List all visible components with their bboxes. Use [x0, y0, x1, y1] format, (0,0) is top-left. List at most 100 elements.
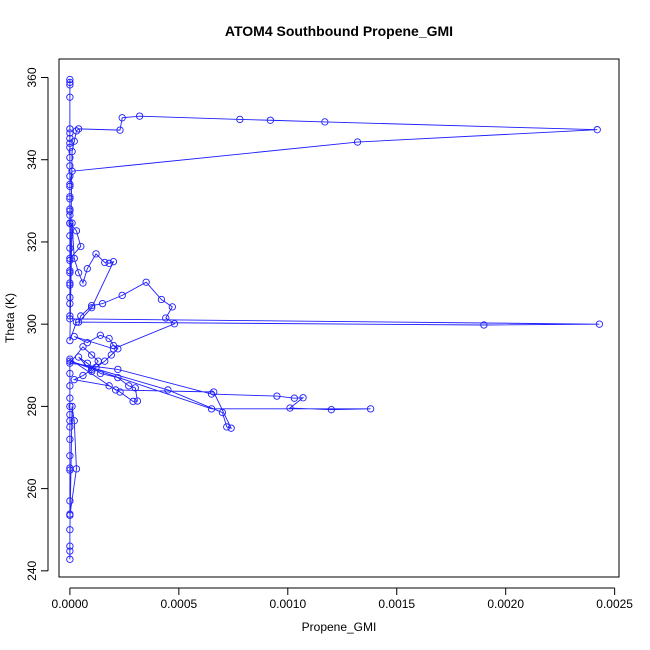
- data-point: [74, 318, 83, 326]
- data-point: [66, 435, 74, 443]
- x-tick-label: 0.0010: [269, 597, 306, 611]
- data-point: [135, 112, 144, 120]
- data-point: [66, 359, 74, 367]
- data-point: [66, 394, 74, 402]
- data-point: [70, 332, 78, 341]
- x-tick-label: 0.0025: [596, 597, 633, 611]
- data-point: [68, 402, 76, 411]
- data-point: [66, 402, 74, 411]
- data-point: [236, 115, 244, 124]
- data-point: [66, 244, 74, 252]
- data-point: [66, 129, 74, 137]
- data-point: [72, 465, 81, 473]
- data-point: [92, 250, 100, 258]
- data-point: [107, 351, 115, 359]
- chart-title: ATOM4 Southbound Propene_GMI: [225, 23, 453, 39]
- data-point: [321, 118, 329, 126]
- data-point: [88, 302, 96, 310]
- data-point: [88, 351, 96, 359]
- data-point: [72, 318, 81, 326]
- data-point: [66, 78, 74, 87]
- data-point: [66, 232, 74, 240]
- data-point: [114, 365, 122, 374]
- data-point: [286, 404, 294, 412]
- x-tick-label: 0.0000: [52, 597, 89, 611]
- y-tick-label: 240: [25, 561, 39, 581]
- data-point: [66, 195, 74, 203]
- data-point: [66, 267, 74, 275]
- data-point: [66, 547, 74, 555]
- data-point: [79, 371, 87, 380]
- data-point: [94, 357, 102, 365]
- x-tick-label: 0.0020: [487, 597, 524, 611]
- data-point: [77, 312, 85, 320]
- data-point: [66, 369, 74, 378]
- y-tick-label: 340: [25, 149, 39, 169]
- data-point: [114, 373, 122, 382]
- data-point: [480, 321, 488, 329]
- data-point: [68, 219, 76, 227]
- data-point: [72, 127, 81, 135]
- data-point: [66, 452, 74, 460]
- data-point: [133, 397, 142, 405]
- y-ticks: 240 260 280 300 320 340 360: [25, 67, 48, 581]
- data-point: [101, 258, 109, 267]
- data-point: [162, 314, 170, 322]
- y-tick-label: 280: [25, 396, 39, 416]
- data-point: [83, 339, 91, 347]
- data-point: [98, 299, 107, 308]
- data-point: [66, 180, 74, 189]
- data-point: [105, 382, 113, 390]
- y-axis-label: Theta (K): [3, 293, 17, 343]
- data-point: [157, 295, 166, 304]
- data-point: [96, 369, 105, 378]
- x-ticks: 0.0000 0.0005 0.0010 0.0015 0.0020 0.0025: [52, 588, 633, 611]
- data-point: [66, 355, 74, 363]
- data-point: [66, 315, 74, 323]
- data-point: [593, 126, 601, 134]
- data-point: [164, 386, 172, 394]
- data-point: [142, 278, 150, 286]
- data-point: [129, 397, 137, 406]
- data-point: [66, 336, 74, 345]
- data-point: [105, 334, 113, 343]
- data-point: [66, 542, 74, 550]
- data-point: [218, 408, 227, 417]
- data-point: [273, 392, 281, 400]
- data-point: [66, 81, 74, 89]
- data-point: [79, 279, 87, 287]
- x-axis-label: Propene_GMI: [302, 620, 377, 634]
- data-point: [116, 126, 124, 134]
- data-point: [66, 254, 74, 263]
- data-point: [72, 227, 81, 235]
- data-point: [66, 269, 74, 277]
- data-point: [118, 291, 126, 300]
- data-point: [66, 357, 74, 365]
- data-point: [112, 386, 120, 394]
- y-tick-label: 300: [25, 314, 39, 334]
- data-point: [105, 259, 113, 267]
- data-point: [66, 312, 74, 320]
- data-point: [223, 423, 231, 431]
- data-point: [70, 137, 78, 145]
- data-point: [74, 125, 83, 133]
- data-point: [290, 394, 298, 402]
- data-point: [66, 497, 74, 505]
- plot-frame: [58, 58, 620, 578]
- data-point: [168, 303, 176, 311]
- series-group: [66, 75, 604, 563]
- data-point: [83, 265, 91, 273]
- x-tick-label: 0.0005: [160, 597, 197, 611]
- data-point: [109, 258, 118, 266]
- data-point: [92, 363, 100, 371]
- data-point: [88, 367, 96, 376]
- data-point: [74, 353, 83, 361]
- data-point: [207, 405, 216, 413]
- data-point: [83, 359, 91, 367]
- data-point: [170, 320, 179, 328]
- data-point: [210, 388, 218, 396]
- data-point: [66, 281, 74, 289]
- data-point: [595, 320, 604, 328]
- data-point: [66, 143, 74, 152]
